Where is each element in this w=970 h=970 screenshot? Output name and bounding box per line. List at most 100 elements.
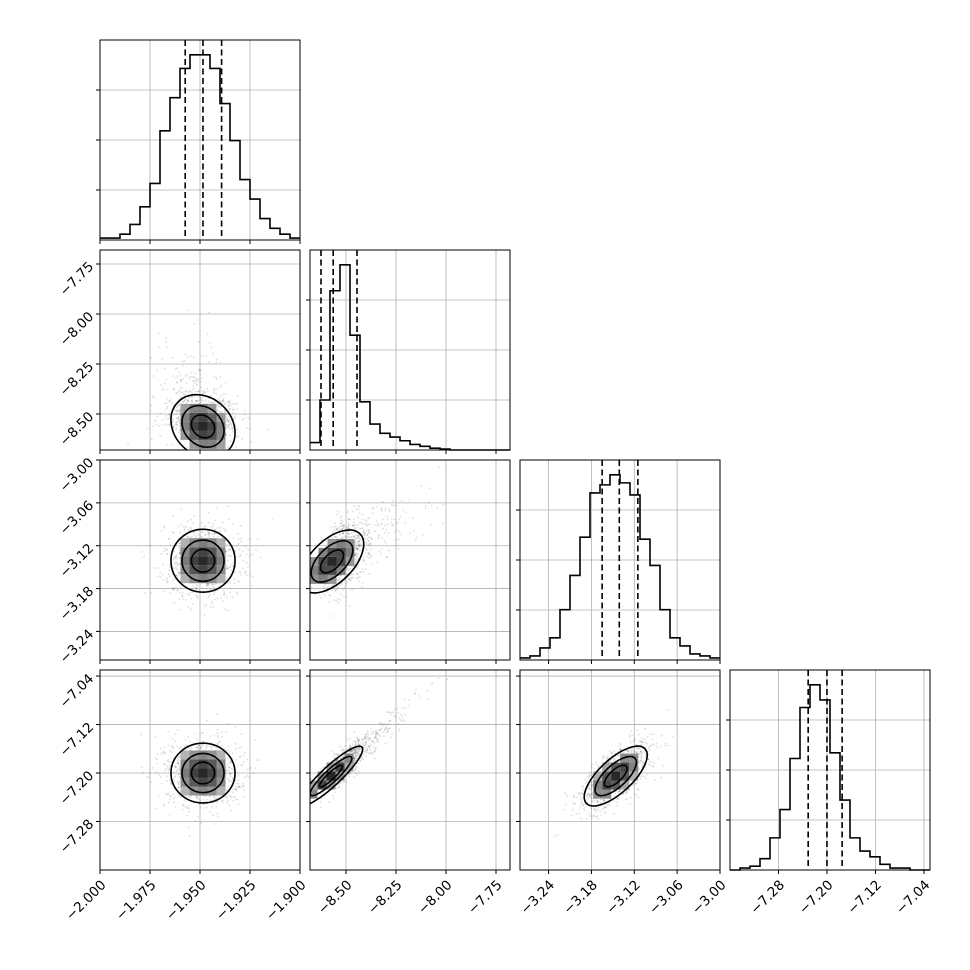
scatter-point	[358, 748, 361, 750]
scatter-point	[195, 586, 198, 589]
scatter-point	[367, 752, 370, 754]
scatter-point	[180, 523, 183, 526]
scatter-point	[154, 736, 157, 738]
scatter-point	[396, 521, 399, 524]
scatter-point	[160, 782, 163, 785]
scatter-point	[355, 559, 357, 562]
scatter-point	[210, 603, 213, 605]
scatter-point	[191, 400, 194, 403]
scatter-point	[197, 378, 200, 381]
scatter-point	[162, 803, 165, 806]
scatter-point	[178, 411, 181, 413]
scatter-point	[226, 559, 229, 562]
scatter-point	[211, 745, 213, 748]
scatter-point	[370, 547, 372, 550]
scatter-point	[583, 809, 586, 812]
scatter-point	[205, 588, 208, 590]
scatter-point	[176, 375, 179, 377]
scatter-point	[147, 776, 150, 778]
scatter-point	[208, 533, 211, 536]
scatter-point	[168, 798, 171, 801]
scatter-point	[198, 399, 201, 402]
scatter-point	[242, 550, 244, 553]
scatter-point	[377, 533, 380, 536]
scatter-point	[228, 419, 231, 421]
scatter-point	[430, 504, 433, 507]
scatter-point	[221, 411, 223, 413]
scatter-point	[180, 745, 183, 748]
scatter-point	[367, 739, 370, 742]
scatter-point	[319, 806, 322, 809]
scatter-point	[200, 398, 203, 401]
scatter-point	[235, 446, 237, 449]
scatter-point	[344, 534, 347, 537]
scatter-point	[177, 756, 180, 759]
scatter-point	[206, 387, 208, 390]
scatter-point	[209, 795, 212, 798]
scatter-point	[236, 428, 239, 431]
scatter-point	[164, 402, 166, 405]
scatter-point	[322, 791, 325, 794]
scatter-point	[225, 423, 228, 426]
scatter-point	[337, 586, 340, 589]
scatter-point	[175, 555, 178, 557]
scatter-point	[436, 506, 438, 509]
scatter-point	[217, 737, 220, 739]
density-cell	[189, 759, 199, 769]
scatter-point	[168, 575, 171, 578]
scatter-point	[360, 522, 363, 524]
scatter-point	[644, 727, 647, 730]
scatter-point	[241, 764, 244, 766]
scatter-point	[151, 766, 154, 769]
scatter-point	[618, 754, 620, 757]
scatter-point	[347, 509, 349, 512]
scatter-point	[355, 537, 358, 539]
scatter-point	[178, 420, 181, 423]
scatter-point	[215, 376, 217, 379]
scatter-point	[363, 744, 366, 747]
scatter-point	[235, 426, 237, 428]
scatter-point	[231, 426, 234, 429]
scatter-point	[200, 746, 203, 748]
scatter-point	[208, 594, 211, 596]
contour-level-3	[170, 528, 236, 593]
scatter-point	[380, 722, 382, 725]
scatter-point	[162, 387, 165, 390]
scatter-point	[172, 798, 175, 800]
scatter-point	[160, 384, 162, 387]
scatter-point	[213, 519, 216, 522]
density-cell	[216, 768, 226, 778]
scatter-point	[213, 795, 215, 798]
scatter-point	[347, 524, 350, 527]
scatter-point	[178, 546, 181, 549]
scatter-point	[172, 587, 174, 590]
scatter-point	[191, 402, 194, 404]
scatter-point	[320, 597, 322, 600]
scatter-point	[385, 711, 388, 713]
scatter-point	[185, 599, 188, 601]
density-cell	[318, 547, 328, 557]
scatter-point	[206, 584, 209, 586]
scatter-point	[342, 749, 345, 752]
scatter-point	[337, 786, 340, 788]
scatter-point	[404, 521, 407, 524]
scatter-point	[237, 435, 240, 438]
scatter-point	[222, 399, 225, 402]
scatter-point	[167, 744, 170, 747]
scatter-point	[201, 531, 204, 534]
scatter-point	[336, 510, 339, 513]
scatter-point	[639, 740, 642, 743]
scatter-point	[212, 583, 214, 586]
scatter-point	[229, 772, 231, 775]
scatter-point	[174, 555, 177, 558]
scatter-point	[227, 582, 230, 585]
density-cell	[216, 538, 226, 548]
scatter-point	[403, 713, 406, 716]
scatter-point	[364, 538, 367, 540]
density-cell	[198, 786, 208, 796]
scatter-point	[580, 801, 583, 803]
scatter-point	[254, 767, 257, 769]
scatter-point	[354, 748, 357, 751]
scatter-point	[223, 594, 225, 597]
scatter-point	[369, 748, 371, 750]
